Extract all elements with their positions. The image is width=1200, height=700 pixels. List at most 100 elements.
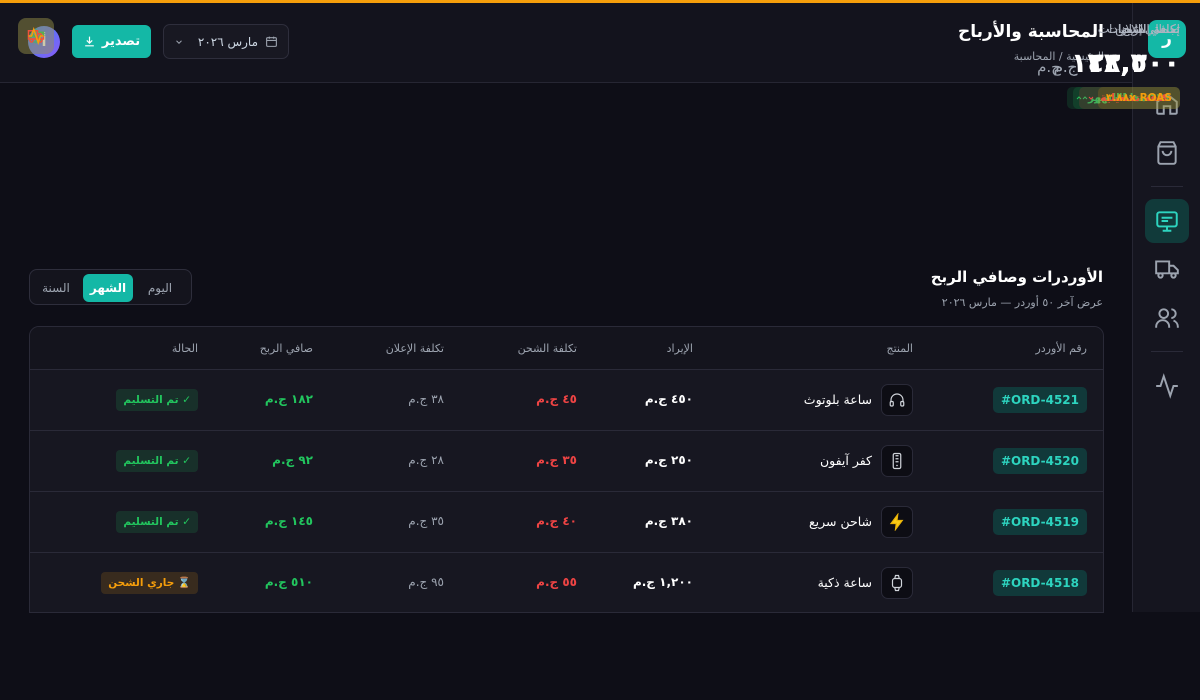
column-header: تكلفة الإعلان [385, 342, 444, 355]
shipping-cost: ٤٥ ج.م [536, 392, 577, 406]
date-picker[interactable]: مارس ٢٠٢٦ [163, 24, 289, 59]
card-value: ١٢٤,٥٠٠ [1070, 48, 1180, 79]
bag-icon[interactable] [1154, 140, 1180, 166]
header: المحاسبة والأرباح الرئيسية / المحاسبة أ … [0, 0, 1132, 83]
order-id: #ORD-4521 [992, 387, 1087, 413]
shipping-cost: ٤٠ ج.م [536, 514, 577, 528]
export-label: تصدير [101, 34, 141, 49]
badge-text: تكلفة تشغيلية [1100, 92, 1172, 104]
net-profit: ٥١٠ ج.م [264, 575, 313, 589]
badge-chevron [1076, 96, 1082, 100]
table-row: #ORD-4519 شاحن سريع ٣٨٠ ج.م ٤٠ ج.م ٣٥ ج.م ١٤٥… [30, 492, 1103, 553]
ad-cost: ٩٥ ج.م [408, 575, 444, 589]
column-header: الحالة [171, 342, 198, 355]
logo[interactable]: ر [1148, 20, 1186, 58]
card-label: تكلفة الشحن [1115, 22, 1180, 36]
product-name: شاحن سريع [808, 514, 872, 529]
breadcrumb: الرئيسية / المحاسبة [1013, 50, 1104, 63]
ad-cost: ٣٥ ج.م [408, 514, 444, 528]
page-title: المحاسبة والأرباح [958, 22, 1104, 42]
card-currency: ج.م [1053, 58, 1078, 76]
status-badge: ✓ تم التسليم [116, 450, 198, 472]
card-value: ٤٣,٢٠٠ [1087, 48, 1180, 79]
accounting-icon[interactable] [1154, 208, 1180, 234]
card-icon [18, 18, 54, 54]
badge-text: +٨٪ هذا الشهر [1094, 92, 1172, 104]
card-currency: ج.م [1037, 58, 1061, 76]
revenue: ٢٥٠ ج.م [644, 453, 693, 467]
period-tabs: اليوم الشهر السنة [29, 269, 192, 305]
shipping-cost: ٥٥ ج.م [536, 575, 577, 589]
icon [889, 393, 905, 407]
card-label: إجمالي الإيرادات [1097, 22, 1180, 36]
column-header: رقم الأوردر [1035, 342, 1087, 355]
revenue: ٤٥٠ ج.م [644, 392, 693, 406]
card-label: صافي الربح [1121, 22, 1180, 36]
card-value-row: ٤٣,٢٠٠ ج.م [1054, 48, 1180, 79]
card-value-row: ٢٢,٥٠٠ ج.م [1054, 48, 1180, 79]
status-badge: ✓ تم التسليم [116, 511, 198, 533]
revenue: ٣٨٠ ج.م [644, 514, 693, 528]
product-icon [881, 445, 913, 477]
orders-table: رقم الأوردر المنتج الإيراد تكلفة الشحن تكلفة… [29, 326, 1104, 613]
order-id: #ORD-4518 [992, 570, 1087, 596]
card-currency: ج.م [1053, 58, 1078, 76]
status-badge: ✓ تم التسليم [116, 389, 198, 411]
icon [892, 452, 902, 470]
product-icon [881, 567, 913, 599]
activity-icon[interactable] [1154, 373, 1180, 399]
accent-bar [0, 0, 1200, 3]
date-label: مارس ٢٠٢٦ [197, 34, 258, 49]
product-name: ساعة ذكية [817, 575, 872, 590]
table-row: #ORD-4518 ساعة ذكية ١,٢٠٠ ج.م ٥٥ ج.م ٩٥ ج.م ٥… [30, 553, 1103, 612]
divider [1151, 351, 1183, 352]
badge-chevron [1088, 96, 1094, 100]
sidebar: ر [1132, 0, 1200, 612]
truck-icon[interactable] [1154, 256, 1180, 282]
order-id: #ORD-4519 [992, 509, 1087, 535]
card-value-row: ١٢٤,٥٠٠ ج.م [1037, 48, 1180, 79]
table-header [30, 327, 1103, 370]
ad-cost: ٢٨ ج.م [408, 453, 444, 467]
card-value: ١٨,٣٠٠ [1087, 48, 1180, 79]
net-profit: ١٤٥ ج.م [264, 514, 313, 528]
product-name: كفر آيفون [819, 453, 872, 468]
icon [889, 513, 904, 531]
section-title: الأوردرات وصافي الربح [930, 268, 1103, 286]
icon [28, 27, 44, 45]
product-icon [881, 506, 913, 538]
divider [1151, 186, 1183, 187]
card-badge: +٨٪ هذا الشهر [1073, 87, 1180, 109]
tab[interactable]: الشهر [83, 274, 133, 302]
product-icon [881, 384, 913, 416]
card-badge: +١٢٪ هذا الشهر [1067, 87, 1180, 109]
column-header: الإيراد [666, 342, 693, 355]
order-id: #ORD-4520 [992, 448, 1087, 474]
table-row: #ORD-4521 ساعة بلوتوث ٤٥٠ ج.م ٤٥ ج.م ٣٨ ج.م ١… [30, 370, 1103, 431]
card-currency: ج.م [1053, 58, 1078, 76]
status-badge: ⌛ جاري الشحن [101, 572, 198, 594]
tab[interactable]: اليوم [147, 281, 173, 295]
badge-chevron [1083, 96, 1088, 100]
column-header: تكلفة الشحن [517, 342, 577, 355]
column-header: صافي الربح [259, 342, 313, 355]
shipping-cost: ٣٥ ج.م [536, 453, 577, 467]
badge-text: ٣.٨٨x ROAS [1105, 92, 1172, 104]
calendar-icon [266, 36, 277, 47]
users-icon[interactable] [1154, 305, 1180, 331]
tab[interactable]: السنة [42, 281, 70, 295]
section-subtitle: عرض آخر ٥٠ أوردر — مارس ٢٠٢٦ [941, 296, 1103, 309]
table-row: #ORD-4520 كفر آيفون ٢٥٠ ج.م ٣٥ ج.م ٢٨ ج.م ٩٢ … [30, 431, 1103, 492]
card-label: تكلفة الإعلانات [1106, 22, 1180, 36]
product-name: ساعة بلوتوث [803, 392, 872, 407]
export-button[interactable]: تصدير [72, 25, 151, 58]
chevron [176, 39, 182, 44]
net-profit: ٩٢ ج.م [272, 453, 313, 467]
net-profit: ١٨٢ ج.م [264, 392, 313, 406]
card-value: ٢٢,٥٠٠ [1087, 48, 1180, 79]
revenue: ١,٢٠٠ ج.م [632, 575, 693, 589]
home-icon[interactable] [1154, 91, 1180, 117]
ad-cost: ٣٨ ج.م [408, 392, 444, 406]
